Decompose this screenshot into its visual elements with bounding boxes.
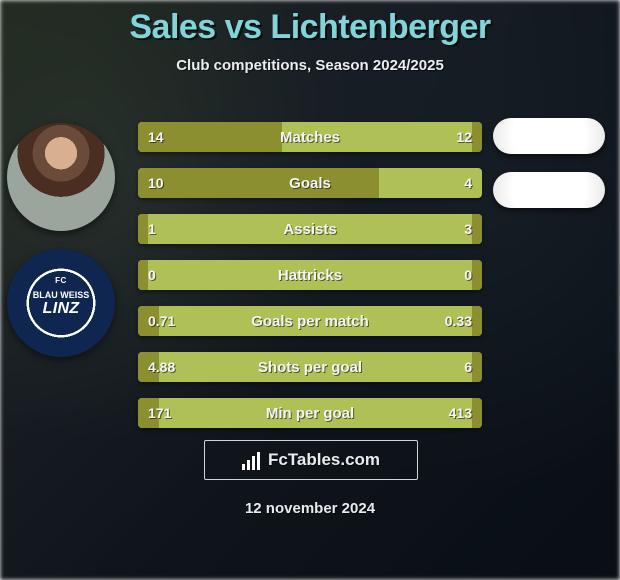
stat-bar-fill-left	[138, 398, 159, 428]
stat-label: Assists	[138, 214, 482, 244]
stat-bar-fill-left	[138, 260, 148, 290]
stat-bar: 171413Min per goal	[138, 398, 482, 428]
stat-bar-fill-right	[472, 398, 482, 428]
stat-bar-fill-left	[138, 306, 159, 336]
stat-bar-fill-right	[472, 306, 482, 336]
club-badge-fc: FC	[55, 277, 67, 285]
stat-value-right: 4	[454, 168, 482, 198]
infographic-date: 12 november 2024	[0, 500, 620, 517]
stat-label: Shots per goal	[138, 352, 482, 382]
stat-label: Goals per match	[138, 306, 482, 336]
stat-bar: 104Goals	[138, 168, 482, 198]
page-title: Sales vs Lichtenberger	[0, 0, 620, 47]
club-badge-right-placeholder	[493, 172, 605, 208]
stat-bar-fill-left	[138, 352, 159, 382]
stat-bar-fill-left	[138, 122, 282, 152]
player-avatar-lichtenberger-placeholder	[493, 118, 605, 154]
left-avatars: FC BLAU WEISS LINZ	[7, 123, 115, 375]
stat-bar: 4.886Shots per goal	[138, 352, 482, 382]
branding-box[interactable]: FcTables.com	[204, 440, 418, 480]
stat-bars: 1412Matches 104Goals 13Assists 00Hattricks 0…	[138, 122, 482, 444]
branding-text: FcTables.com	[268, 450, 380, 470]
right-avatars	[493, 118, 605, 226]
stat-bar-fill-right	[472, 122, 482, 152]
stat-bar-fill-right	[472, 260, 482, 290]
stat-bar-fill-right	[472, 214, 482, 244]
stat-bar-fill-left	[138, 214, 148, 244]
club-badge-inner: FC BLAU WEISS LINZ	[19, 261, 103, 345]
stat-bar: 1412Matches	[138, 122, 482, 152]
stat-label: Hattricks	[138, 260, 482, 290]
club-badge-linz: FC BLAU WEISS LINZ	[7, 249, 115, 357]
stat-bar: 0.710.33Goals per match	[138, 306, 482, 336]
comparison-card: Sales vs Lichtenberger Club competitions…	[0, 0, 620, 580]
stat-bar-fill-right	[472, 352, 482, 382]
page-subtitle: Club competitions, Season 2024/2025	[0, 57, 620, 74]
stat-bar-fill-left	[138, 168, 379, 198]
stat-label: Min per goal	[138, 398, 482, 428]
club-badge-linz-text: LINZ	[43, 301, 80, 318]
stat-bar: 13Assists	[138, 214, 482, 244]
player-avatar-sales	[7, 123, 115, 231]
fctables-logo-icon	[242, 450, 262, 470]
stat-bar: 00Hattricks	[138, 260, 482, 290]
